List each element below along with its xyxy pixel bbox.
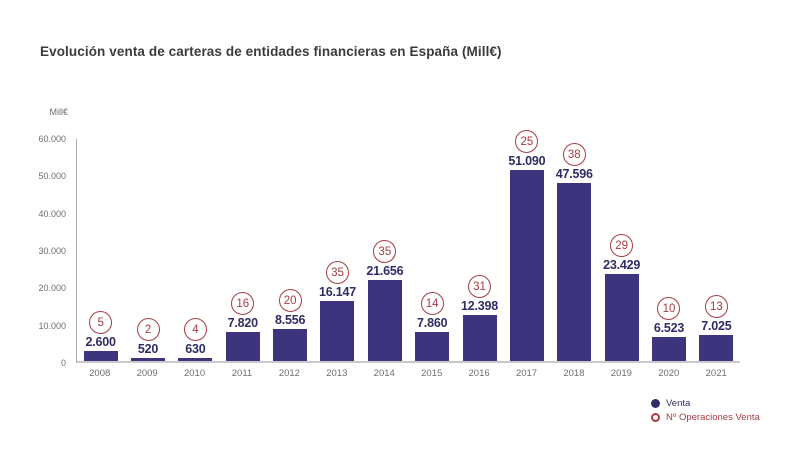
operations-count-circle: 35 <box>373 240 397 263</box>
y-axis-unit-label: Mill€ <box>49 107 68 117</box>
operations-count-circle: 25 <box>515 130 539 153</box>
bar-group-2010: 4 630 <box>172 139 219 361</box>
x-axis-labels: 2008 2009 2010 2011 2012 2013 2014 2015 2016 2017… <box>76 368 740 379</box>
venta-bar <box>178 358 213 361</box>
venta-bar <box>604 274 639 361</box>
operations-count-circle: 29 <box>610 234 634 257</box>
venta-bar <box>83 351 118 361</box>
bar-group-2018: 38 47.596 <box>551 139 598 361</box>
bar-value-label: 12.398 <box>461 299 499 313</box>
operations-count-circle: 4 <box>183 318 207 341</box>
bar-group-2013: 35 16.147 <box>314 139 361 361</box>
venta-bar <box>367 280 402 361</box>
bar-group-2011: 16 7.820 <box>219 139 266 361</box>
venta-bar <box>509 170 544 361</box>
bar-group-2015: 14 7.860 <box>409 139 456 361</box>
bars-container: 5 2.600 2 520 4 630 16 7.820 20 8.556 35 16.147 35 21… <box>77 130 740 361</box>
venta-bar <box>557 183 592 361</box>
venta-bar <box>651 337 686 361</box>
bar-value-label: 21.656 <box>366 264 404 278</box>
x-axis-label-2019: 2019 <box>610 368 632 379</box>
bar-value-label: 630 <box>185 342 206 356</box>
venta-bar <box>225 332 260 361</box>
bar-group-2017: 25 51.090 <box>503 130 550 361</box>
bar-value-label: 47.596 <box>555 167 593 181</box>
bar-value-label: 520 <box>137 342 159 356</box>
x-axis-label-2021: 2021 <box>705 368 727 379</box>
operations-count-circle: 20 <box>278 289 302 312</box>
plot-area: 5 2.600 2 520 4 630 16 7.820 20 8.556 35 16.147 35 21… <box>76 130 740 363</box>
bar-value-label: 2.600 <box>85 335 116 349</box>
bar-group-2016: 31 12.398 <box>456 139 503 361</box>
bar-value-label: 7.860 <box>417 316 448 330</box>
bar-group-2014: 35 21.656 <box>361 139 408 361</box>
x-axis-label-2015: 2015 <box>421 368 443 379</box>
bar-value-label: 23.429 <box>603 258 641 272</box>
x-axis-label-2012: 2012 <box>278 368 300 379</box>
y-tick-label: 0 <box>60 358 66 368</box>
y-axis-ticks: 60.000 50.000 40.000 30.000 20.000 10.000 0 <box>24 134 66 368</box>
operations-count-circle: 13 <box>704 295 728 318</box>
legend-item-venta: Venta <box>651 398 760 409</box>
x-axis-label-2009: 2009 <box>136 368 158 379</box>
operations-count-circle: 35 <box>325 261 349 284</box>
operations-count-circle: 14 <box>420 292 444 315</box>
legend-label-operaciones: Nº Operaciones Venta <box>666 412 760 423</box>
x-axis-label-2017: 2017 <box>515 368 538 379</box>
x-axis-label-2011: 2011 <box>231 368 253 379</box>
chart-title: Evolución venta de carteras de entidades… <box>40 44 502 59</box>
x-axis-label-2013: 2013 <box>326 368 348 379</box>
operaciones-ring-icon <box>651 413 660 422</box>
venta-filled-circle-icon <box>651 399 660 408</box>
y-tick-label: 30.000 <box>38 246 66 256</box>
venta-bar <box>699 335 734 361</box>
operations-count-circle: 10 <box>657 297 681 320</box>
x-axis-label-2008: 2008 <box>89 368 111 379</box>
operations-count-circle: 16 <box>231 292 255 315</box>
bar-group-2019: 29 23.429 <box>598 139 645 361</box>
bar-value-label: 8.556 <box>274 313 306 327</box>
x-axis-label-2016: 2016 <box>468 368 490 379</box>
x-axis-label-2018: 2018 <box>563 368 585 379</box>
bar-value-label: 7.025 <box>701 319 732 333</box>
bar-group-2008: 5 2.600 <box>77 139 124 361</box>
bar-value-label: 51.090 <box>508 154 546 168</box>
y-tick-label: 20.000 <box>38 283 66 294</box>
operations-count-circle: 2 <box>136 318 160 341</box>
legend: Venta Nº Operaciones Venta <box>651 398 760 426</box>
venta-bar <box>131 358 166 361</box>
legend-label-venta: Venta <box>666 398 691 409</box>
bar-group-2021: 13 7.025 <box>693 139 740 361</box>
bar-group-2012: 20 8.556 <box>266 139 313 361</box>
x-axis-label-2010: 2010 <box>183 368 206 379</box>
y-tick-label: 50.000 <box>38 171 66 182</box>
bar-value-label: 7.820 <box>227 316 258 330</box>
y-tick-label: 10.000 <box>38 320 66 331</box>
bar-group-2020: 10 6.523 <box>645 139 692 361</box>
operations-count-circle: 5 <box>89 311 113 334</box>
y-tick-label: 60.000 <box>38 134 66 144</box>
x-axis-label-2020: 2020 <box>658 368 680 379</box>
legend-item-operaciones: Nº Operaciones Venta <box>651 412 760 423</box>
y-tick-label: 40.000 <box>38 208 66 219</box>
venta-bar <box>415 332 450 361</box>
venta-bar <box>320 301 355 361</box>
bar-value-label: 16.147 <box>318 285 356 299</box>
operations-count-circle: 38 <box>562 143 586 166</box>
x-axis-label-2014: 2014 <box>373 368 395 379</box>
bar-value-label: 6.523 <box>653 321 685 335</box>
operations-count-circle: 31 <box>468 275 492 298</box>
venta-bar <box>462 315 497 361</box>
bar-group-2009: 2 520 <box>124 139 171 361</box>
venta-bar <box>273 329 308 361</box>
